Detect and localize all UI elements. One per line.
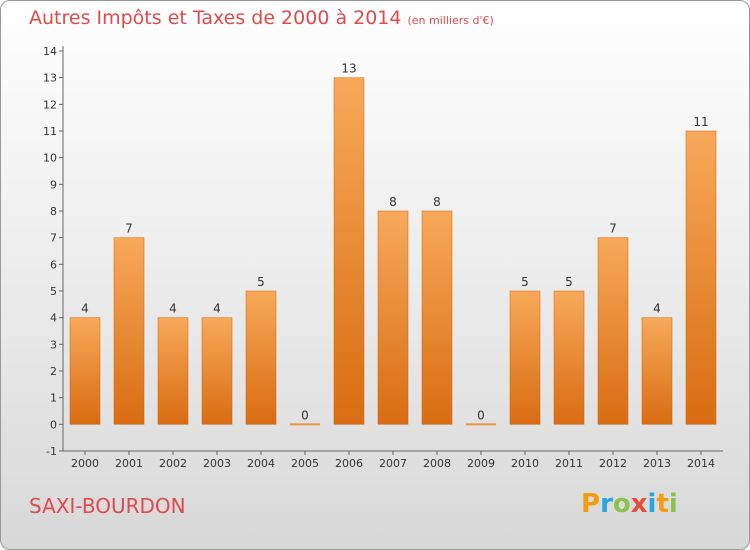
y-tick-label: 3 — [50, 338, 57, 351]
data-label: 0 — [301, 408, 309, 422]
y-tick-label: 6 — [50, 258, 57, 271]
bar — [421, 210, 453, 425]
data-label: 7 — [125, 222, 133, 236]
data-label: 4 — [169, 302, 177, 316]
y-tick-label: 2 — [50, 365, 57, 378]
y-tick-label: 8 — [50, 205, 57, 218]
x-tick-label: 2005 — [291, 457, 319, 470]
bar — [69, 317, 101, 425]
data-label: 5 — [565, 275, 573, 289]
y-tick-label: 7 — [50, 232, 57, 245]
commune-name: SAXI-BOURDON — [29, 494, 186, 518]
logo-letter: i — [647, 489, 657, 519]
y-tick-label: 9 — [50, 178, 57, 191]
bar — [597, 237, 629, 425]
y-tick-label: 10 — [43, 152, 57, 165]
x-tick-label: 2000 — [71, 457, 99, 470]
logo-letter: x — [630, 489, 648, 519]
x-tick-label: 2006 — [335, 457, 363, 470]
data-label: 0 — [477, 408, 485, 422]
x-tick-label: 2011 — [555, 457, 583, 470]
bar — [290, 423, 320, 426]
bar — [685, 130, 717, 425]
y-tick-label: 0 — [50, 418, 57, 431]
y-tick-label: 4 — [50, 312, 57, 325]
data-label: 5 — [257, 275, 265, 289]
data-label: 4 — [653, 302, 661, 316]
y-tick-label: 12 — [43, 98, 57, 111]
logo-letter: P — [581, 489, 601, 519]
data-label: 11 — [693, 115, 708, 129]
data-label: 5 — [521, 275, 529, 289]
x-tick-label: 2014 — [687, 457, 715, 470]
y-tick-label: 11 — [43, 125, 57, 138]
data-label: 13 — [341, 62, 356, 76]
x-tick-label: 2009 — [467, 457, 495, 470]
y-tick-label: 5 — [50, 285, 57, 298]
x-tick-label: 2004 — [247, 457, 275, 470]
chart-title: Autres Impôts et Taxes de 2000 à 2014 (en… — [29, 7, 494, 29]
data-label: 7 — [609, 222, 617, 236]
y-tick-label: 14 — [43, 45, 57, 58]
x-tick-label: 2003 — [203, 457, 231, 470]
bar — [377, 210, 409, 425]
x-tick-label: 2013 — [643, 457, 671, 470]
chart-subtitle: (en milliers d'€) — [407, 14, 494, 27]
y-tick-label: -1 — [46, 445, 57, 458]
logo-letter: t — [656, 489, 669, 519]
logo-letter: o — [612, 489, 631, 519]
y-tick-label: 1 — [50, 392, 57, 405]
bar — [333, 77, 365, 425]
bar — [466, 423, 496, 426]
bar — [201, 317, 233, 425]
bar — [245, 290, 277, 425]
chart-title-text: Autres Impôts et Taxes de 2000 à 2014 — [29, 7, 402, 29]
x-tick-label: 2010 — [511, 457, 539, 470]
data-label: 4 — [213, 302, 221, 316]
bar — [509, 290, 541, 425]
bar — [157, 317, 189, 425]
bar — [113, 237, 145, 425]
bar — [553, 290, 585, 425]
x-tick-label: 2001 — [115, 457, 143, 470]
x-tick-label: 2007 — [379, 457, 407, 470]
proxiti-logo: Proxiti — [581, 489, 678, 519]
logo-letter: r — [600, 489, 613, 519]
bar — [641, 317, 673, 425]
data-label: 8 — [433, 195, 441, 209]
x-tick-label: 2012 — [599, 457, 627, 470]
x-tick-label: 2002 — [159, 457, 187, 470]
x-tick-label: 2008 — [423, 457, 451, 470]
logo-letter: i — [668, 489, 678, 519]
data-label: 8 — [389, 195, 397, 209]
y-tick-label: 13 — [43, 72, 57, 85]
data-label: 4 — [81, 302, 89, 316]
